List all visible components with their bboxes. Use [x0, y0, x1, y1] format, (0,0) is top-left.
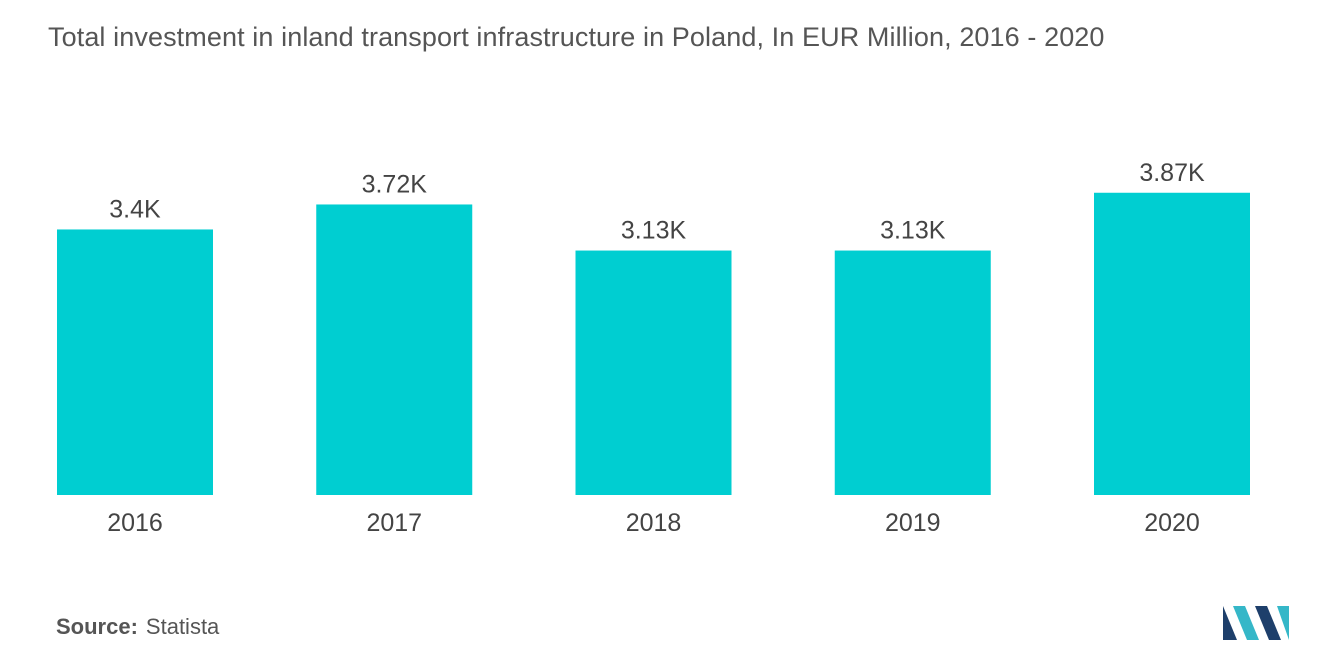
source-value: Statista	[145, 614, 220, 639]
data-label-2017: 3.72K	[362, 170, 428, 198]
x-tick-label-2020: 2020	[1144, 509, 1200, 537]
data-label-2016: 3.4K	[109, 195, 161, 223]
logo-shape-mid	[1233, 606, 1259, 640]
x-tick-label-2017: 2017	[366, 509, 422, 537]
source-label: Source:	[56, 614, 138, 639]
logo-shape-left	[1223, 606, 1237, 640]
bar-2018	[575, 250, 732, 495]
data-label-2019: 3.13K	[880, 217, 946, 245]
bar-2019	[834, 250, 991, 495]
data-label-2018: 3.13K	[621, 217, 687, 245]
bar-2020	[1094, 192, 1250, 496]
bar-2017	[316, 204, 473, 495]
x-tick-label-2018: 2018	[626, 509, 682, 537]
chart-title: Total investment in inland transport inf…	[48, 22, 1105, 52]
x-tick-label-2019: 2019	[885, 509, 941, 537]
x-tick-label-2016: 2016	[107, 509, 163, 537]
brand-logo-icon	[1223, 606, 1289, 640]
bar-2016	[57, 229, 213, 495]
data-label-2020: 3.87K	[1139, 159, 1205, 187]
x-axis-labels: 2016 2017 2018 2019 2020	[107, 509, 1200, 537]
data-labels-group: 3.4K 3.72K 3.13K 3.13K 3.87K	[109, 159, 1205, 245]
bars-group	[57, 192, 1250, 496]
source-note: Source: Statista	[56, 614, 219, 640]
logo-shape-right	[1255, 606, 1281, 640]
logo-shape-edge	[1277, 606, 1289, 640]
